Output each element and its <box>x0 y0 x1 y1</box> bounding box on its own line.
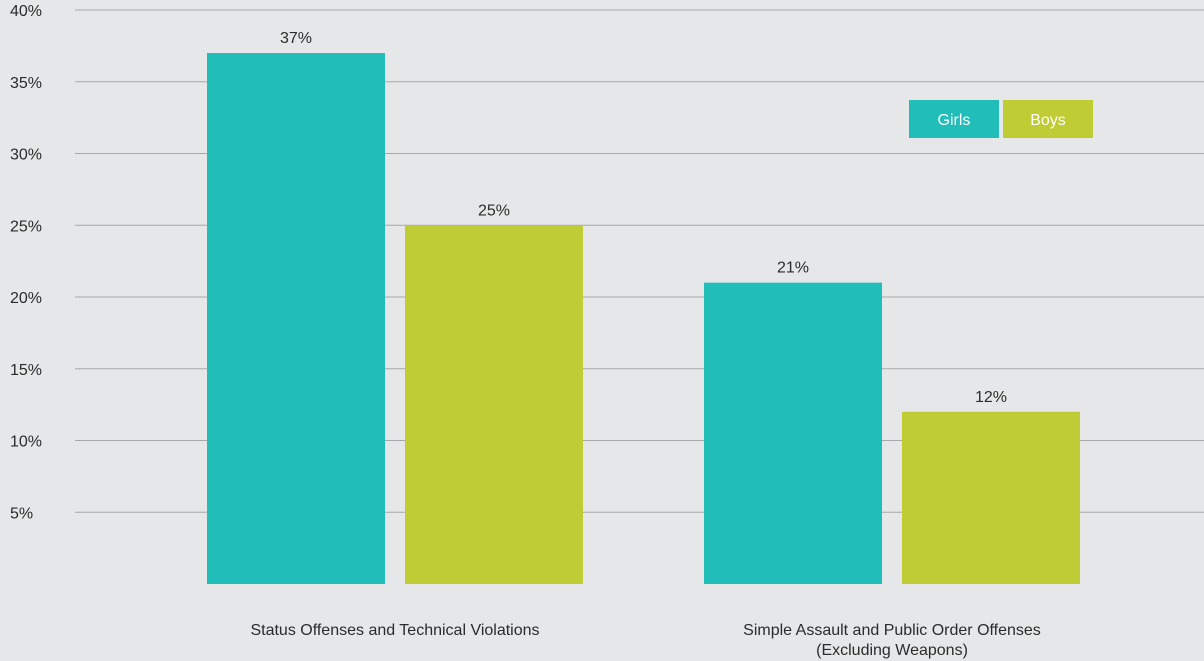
data-label-girls-0: 37% <box>280 30 312 47</box>
y-tick-label: 5% <box>10 505 33 522</box>
bars <box>207 53 1080 585</box>
bar-boys-1 <box>902 411 1080 584</box>
bar-girls-1 <box>704 282 882 584</box>
y-axis-ticks: 5% 10% 15% 20% 25% 30% 35% 40% <box>10 3 42 522</box>
data-label-boys-1: 12% <box>975 389 1007 406</box>
legend-swatch-boys <box>1003 100 1093 138</box>
bar-girls-0 <box>207 53 385 585</box>
bar-boys-0 <box>405 225 583 584</box>
y-tick-label: 10% <box>10 434 42 451</box>
y-tick-label: 30% <box>10 147 42 164</box>
y-tick-label: 20% <box>10 290 42 307</box>
y-tick-label: 15% <box>10 362 42 379</box>
category-label: Status Offenses and Technical Violations <box>250 622 539 639</box>
category-labels: Status Offenses and Technical Violations… <box>250 622 1040 659</box>
legend-swatch-girls <box>909 100 999 138</box>
category-label: Simple Assault and Public Order Offenses <box>743 622 1041 639</box>
y-tick-label: 35% <box>10 75 42 92</box>
y-tick-label: 25% <box>10 218 42 235</box>
data-label-girls-1: 21% <box>777 260 809 277</box>
data-labels: 37% 21% 25% 12% <box>280 30 1007 406</box>
legend: Girls Boys <box>909 100 1093 138</box>
legend-label-girls: Girls <box>938 112 971 129</box>
category-label: (Excluding Weapons) <box>816 642 968 659</box>
data-label-boys-0: 25% <box>478 202 510 219</box>
y-tick-label: 40% <box>10 3 42 20</box>
legend-label-boys: Boys <box>1030 112 1066 129</box>
